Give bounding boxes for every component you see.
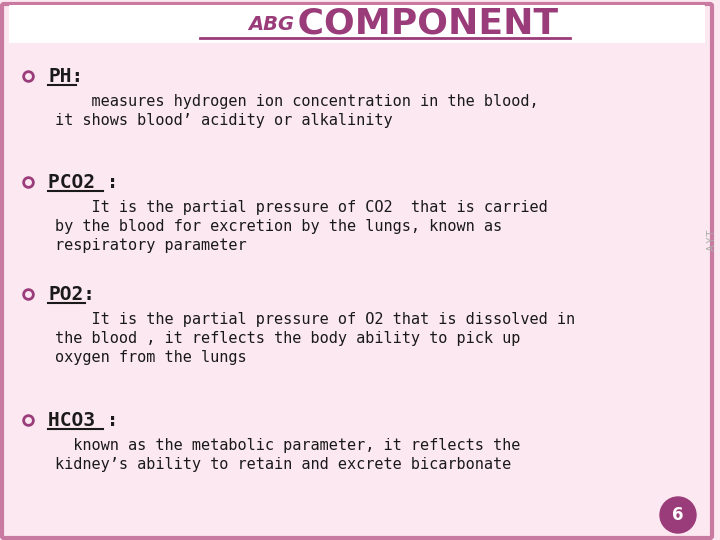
Text: oxygen from the lungs: oxygen from the lungs xyxy=(55,350,247,365)
Text: It is the partial pressure of CO2  that is carried: It is the partial pressure of CO2 that i… xyxy=(55,200,548,215)
Text: measures hydrogen ion concentration in the blood,: measures hydrogen ion concentration in t… xyxy=(55,94,539,109)
Text: COMPONENT: COMPONENT xyxy=(285,7,558,41)
Text: HCO3 :: HCO3 : xyxy=(48,410,119,429)
Text: the blood , it reflects the body ability to pick up: the blood , it reflects the body ability… xyxy=(55,331,521,346)
Text: PCO2 :: PCO2 : xyxy=(48,172,119,192)
Text: 6: 6 xyxy=(672,506,684,524)
Circle shape xyxy=(660,497,696,533)
Text: A.Y.T: A.Y.T xyxy=(707,229,717,251)
Text: respiratory parameter: respiratory parameter xyxy=(55,238,247,253)
Text: by the blood for excretion by the lungs, known as: by the blood for excretion by the lungs,… xyxy=(55,219,502,234)
Text: known as the metabolic parameter, it reflects the: known as the metabolic parameter, it ref… xyxy=(55,438,521,453)
Text: it shows blood’ acidity or alkalinity: it shows blood’ acidity or alkalinity xyxy=(55,113,392,128)
Text: PH:: PH: xyxy=(48,66,84,85)
Text: kidney’s ability to retain and excrete bicarbonate: kidney’s ability to retain and excrete b… xyxy=(55,457,511,472)
Text: PO2:: PO2: xyxy=(48,285,95,303)
Text: It is the partial pressure of O2 that is dissolved in: It is the partial pressure of O2 that is… xyxy=(55,312,575,327)
Text: ABG: ABG xyxy=(248,15,294,33)
FancyBboxPatch shape xyxy=(9,5,705,43)
FancyBboxPatch shape xyxy=(2,4,712,538)
